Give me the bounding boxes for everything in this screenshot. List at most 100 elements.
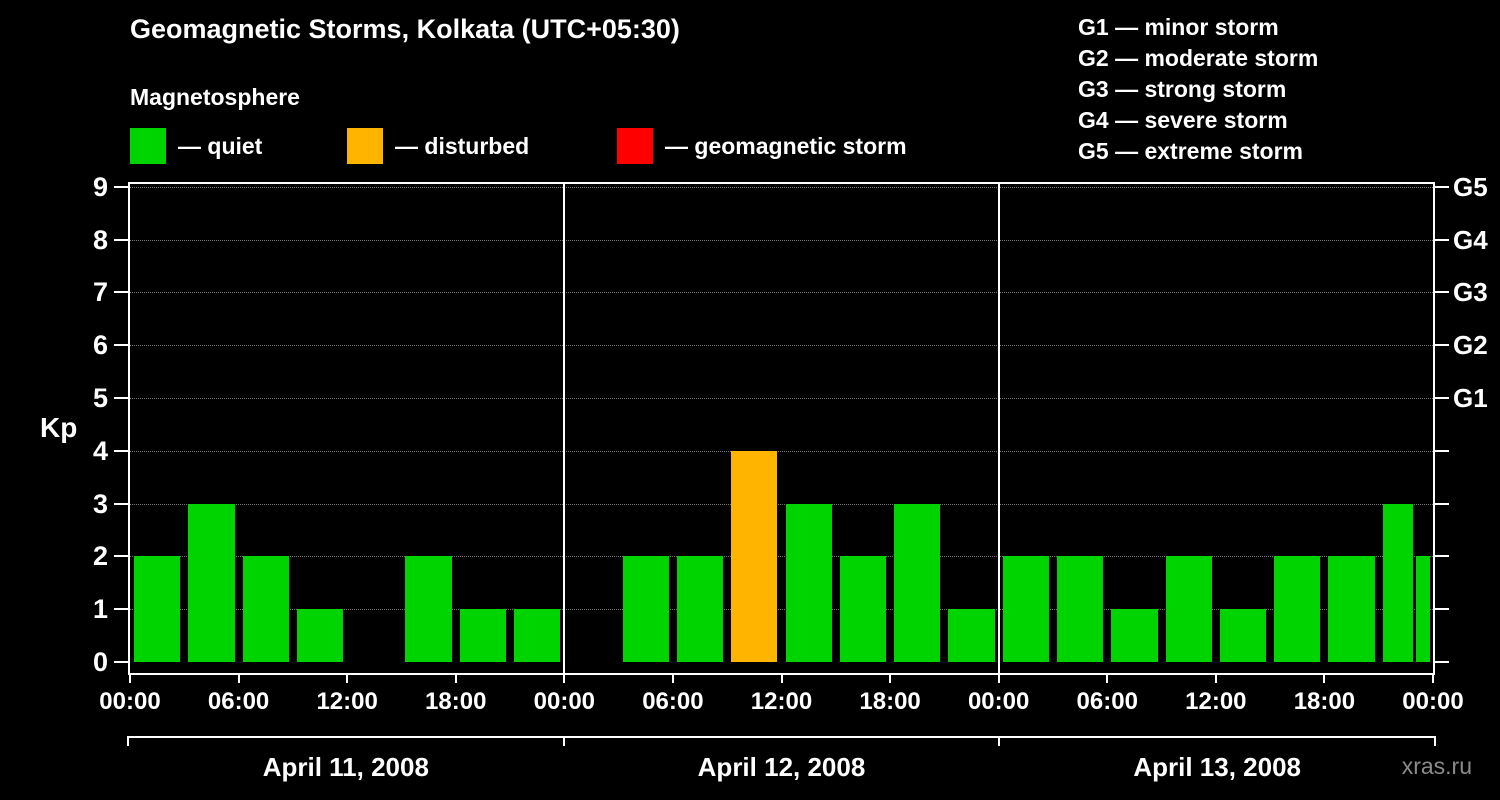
y-tick-label: 8 bbox=[92, 224, 108, 255]
kp-bar bbox=[1382, 503, 1413, 662]
right-tick-mark bbox=[1435, 608, 1449, 611]
x-tick-label: 18:00 bbox=[859, 688, 921, 715]
y-tick-label: 9 bbox=[92, 171, 108, 202]
kp-bar bbox=[839, 556, 887, 662]
y-tick-mark bbox=[114, 397, 128, 399]
x-tick-mark bbox=[1106, 675, 1109, 683]
x-tick-mark bbox=[997, 675, 1000, 683]
kp-bar bbox=[622, 556, 669, 662]
right-tick-mark bbox=[1435, 397, 1449, 399]
y-tick-mark bbox=[114, 502, 128, 505]
x-tick-label: 06:00 bbox=[642, 688, 704, 715]
y-tick-mark bbox=[114, 291, 128, 294]
gridline bbox=[130, 292, 1433, 294]
right-tick-mark bbox=[1435, 449, 1449, 452]
kp-bar bbox=[514, 609, 561, 662]
x-tick-mark bbox=[1432, 675, 1434, 683]
kp-bar bbox=[1165, 556, 1212, 662]
gridline bbox=[130, 556, 1433, 558]
date-axis-tick bbox=[1434, 736, 1436, 746]
quiet-legend-label: — quiet bbox=[178, 133, 263, 159]
x-tick-label: 00:00 bbox=[533, 688, 596, 715]
y-tick-mark bbox=[114, 185, 128, 188]
x-tick-mark bbox=[563, 675, 566, 683]
kp-bar bbox=[676, 556, 724, 662]
g-scale-label: G2 bbox=[1453, 330, 1488, 361]
kp-bar bbox=[1111, 609, 1158, 662]
y-tick-label: 5 bbox=[92, 383, 108, 413]
x-tick-mark bbox=[237, 675, 240, 683]
x-tick-label: 00:00 bbox=[99, 688, 161, 715]
x-tick-label: 00:00 bbox=[967, 688, 1030, 715]
g-scale-label: G4 bbox=[1453, 224, 1488, 255]
gridline bbox=[130, 609, 1433, 611]
y-tick-label: 1 bbox=[92, 594, 108, 625]
right-tick-mark bbox=[1435, 291, 1449, 294]
right-tick-mark bbox=[1435, 502, 1449, 505]
kp-bar bbox=[134, 556, 181, 662]
kp-bar bbox=[1002, 556, 1049, 662]
g-scale-label: G1 bbox=[1453, 383, 1488, 413]
gridline bbox=[130, 398, 1433, 399]
kp-bar bbox=[242, 556, 289, 662]
y-axis-title: Kp bbox=[40, 412, 78, 443]
kp-bar bbox=[1274, 556, 1321, 662]
chart-title: Geomagnetic Storms, Kolkata (UTC+05:30) bbox=[130, 14, 680, 44]
x-tick-mark bbox=[1214, 675, 1217, 683]
date-label: April 11, 2008 bbox=[262, 752, 429, 782]
storm-legend-label: — geomagnetic storm bbox=[665, 133, 907, 159]
kp-bar bbox=[1219, 609, 1267, 662]
x-tick-label: 12:00 bbox=[1185, 688, 1247, 715]
watermark: xras.ru bbox=[1401, 753, 1472, 779]
y-tick-label: 7 bbox=[92, 277, 108, 308]
x-tick-label: 18:00 bbox=[425, 688, 487, 715]
quiet-swatch bbox=[130, 128, 166, 164]
gridline bbox=[130, 186, 1433, 188]
kp-bar-partial bbox=[1416, 556, 1430, 662]
x-tick-mark bbox=[346, 675, 349, 683]
right-tick-mark bbox=[1435, 661, 1449, 663]
date-label: April 12, 2008 bbox=[697, 752, 866, 782]
kp-bar bbox=[1056, 556, 1104, 662]
day-divider bbox=[563, 184, 566, 673]
right-tick-mark bbox=[1435, 185, 1449, 188]
date-axis-tick bbox=[562, 736, 565, 746]
storm-scale-legend-item: G5 — extreme storm bbox=[1078, 138, 1303, 164]
kp-bar bbox=[1328, 556, 1375, 662]
gridline bbox=[130, 239, 1433, 241]
right-tick-mark bbox=[1435, 238, 1449, 241]
x-tick-label: 12:00 bbox=[750, 688, 813, 715]
g-scale-label: G3 bbox=[1453, 277, 1488, 308]
x-tick-mark bbox=[889, 675, 892, 683]
y-tick-mark bbox=[114, 661, 128, 663]
y-tick-label: 6 bbox=[92, 330, 108, 361]
y-tick-label: 0 bbox=[92, 647, 108, 677]
x-tick-mark bbox=[1323, 675, 1326, 683]
kp-bar bbox=[894, 503, 941, 662]
magnetosphere-label: Magnetosphere bbox=[130, 84, 300, 110]
x-tick-mark bbox=[780, 675, 783, 683]
right-tick-mark bbox=[1435, 344, 1449, 347]
y-tick-mark bbox=[114, 608, 128, 611]
x-tick-mark bbox=[129, 675, 131, 683]
kp-bar bbox=[459, 609, 507, 662]
y-tick-mark bbox=[114, 449, 128, 452]
disturbed-legend-label: — disturbed bbox=[395, 133, 530, 159]
x-tick-label: 18:00 bbox=[1293, 688, 1356, 715]
storm-scale-legend-item: G3 — strong storm bbox=[1078, 76, 1287, 102]
x-tick-label: 00:00 bbox=[1402, 688, 1464, 715]
storm-scale-legend: G1 — minor storm G2 — moderate storm G3 — … bbox=[1078, 12, 1318, 167]
disturbed-swatch bbox=[347, 128, 383, 164]
kp-color-legend: — quiet — disturbed — geomagnetic storm bbox=[0, 128, 1500, 168]
date-axis-tick bbox=[998, 736, 1001, 746]
kp-bar bbox=[188, 503, 235, 662]
kp-bar bbox=[296, 609, 344, 662]
y-tick-label: 3 bbox=[92, 488, 108, 519]
storm-scale-legend-item: G4 — severe storm bbox=[1078, 107, 1288, 133]
gridline bbox=[130, 450, 1433, 452]
x-tick-mark bbox=[671, 675, 674, 683]
y-tick-mark bbox=[114, 238, 128, 241]
kp-bar bbox=[731, 450, 778, 662]
gridline bbox=[130, 345, 1433, 347]
